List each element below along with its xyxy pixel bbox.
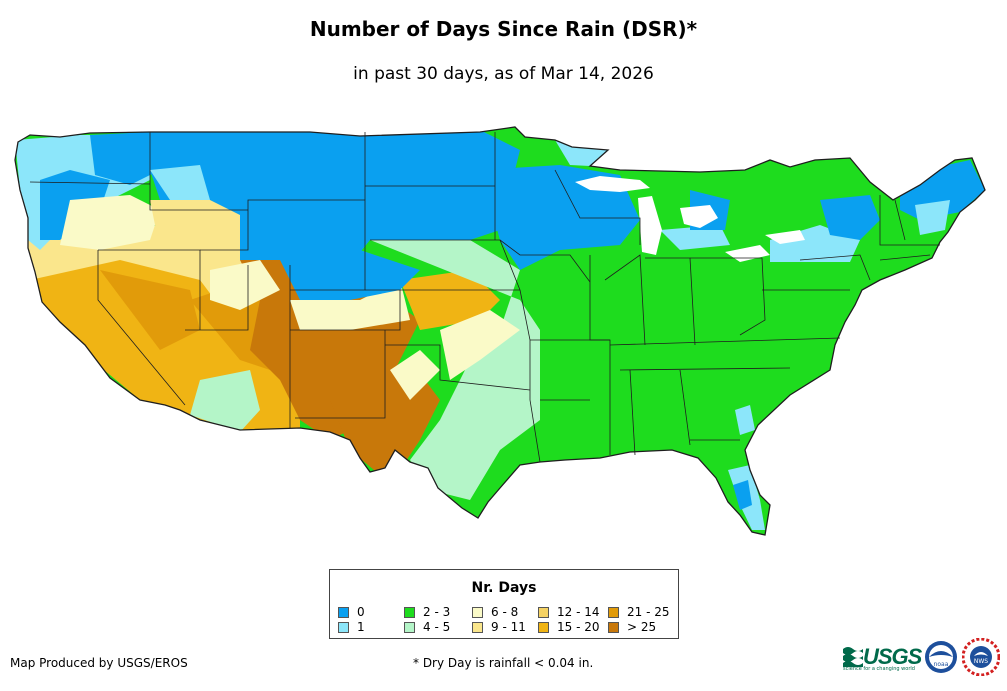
legend-swatch (608, 622, 619, 633)
map-title: Number of Days Since Rain (DSR)* (309, 17, 698, 41)
legend-label: 15 - 20 (557, 620, 600, 634)
noaa-logo: noaa (925, 641, 957, 673)
state-borders (29, 132, 940, 463)
legend-label: 6 - 8 (491, 605, 519, 619)
legend-item: 21 - 25 (608, 605, 670, 619)
legend-swatch (538, 622, 549, 633)
legend-swatch (338, 607, 349, 618)
legend-swatch (472, 607, 483, 618)
legend-label: 12 - 14 (557, 605, 600, 619)
legend-item: 12 - 14 (538, 605, 600, 619)
legend-item: 0 (338, 605, 365, 619)
legend-swatch (404, 607, 415, 618)
legend-label: 9 - 11 (491, 620, 526, 634)
legend-item: > 25 (608, 620, 656, 634)
us-outline (14, 126, 986, 536)
legend-label: 1 (357, 620, 365, 634)
usgs-logo: USGS science for a changing world (843, 641, 922, 672)
legend-swatch (538, 607, 549, 618)
legend-label: 4 - 5 (423, 620, 451, 634)
usgs-tagline: science for a changing world (843, 666, 915, 672)
legend-label: > 25 (627, 620, 657, 634)
legend-item: 6 - 8 (472, 605, 518, 619)
legend-item: 2 - 3 (404, 605, 450, 619)
legend-swatch (472, 622, 483, 633)
footnote-text: * Dry Day is rainfall < 0.04 in. (413, 656, 594, 670)
noaa-logo-text: noaa (934, 661, 949, 668)
nws-logo-text: NWS (974, 658, 988, 665)
credit-text: Map Produced by USGS/EROS (10, 656, 188, 670)
legend-label: 0 (357, 605, 365, 619)
legend-label: 21 - 25 (627, 605, 670, 619)
legend-item: 4 - 5 (404, 620, 450, 634)
map-subtitle: in past 30 days, as of Mar 14, 2026 (353, 64, 654, 84)
legend-item: 1 (338, 620, 365, 634)
usgs-logo-text: USGS (863, 644, 922, 669)
legend-swatch (608, 607, 619, 618)
legend-swatch (338, 622, 349, 633)
nws-logo: NWS (962, 638, 1000, 676)
legend-swatch (404, 622, 415, 633)
legend-item: 9 - 11 (472, 620, 526, 634)
legend-item: 15 - 20 (538, 620, 600, 634)
usgs-wave-icon (843, 647, 863, 667)
legend-title: Nr. Days (471, 580, 537, 596)
legend-label: 2 - 3 (423, 605, 451, 619)
